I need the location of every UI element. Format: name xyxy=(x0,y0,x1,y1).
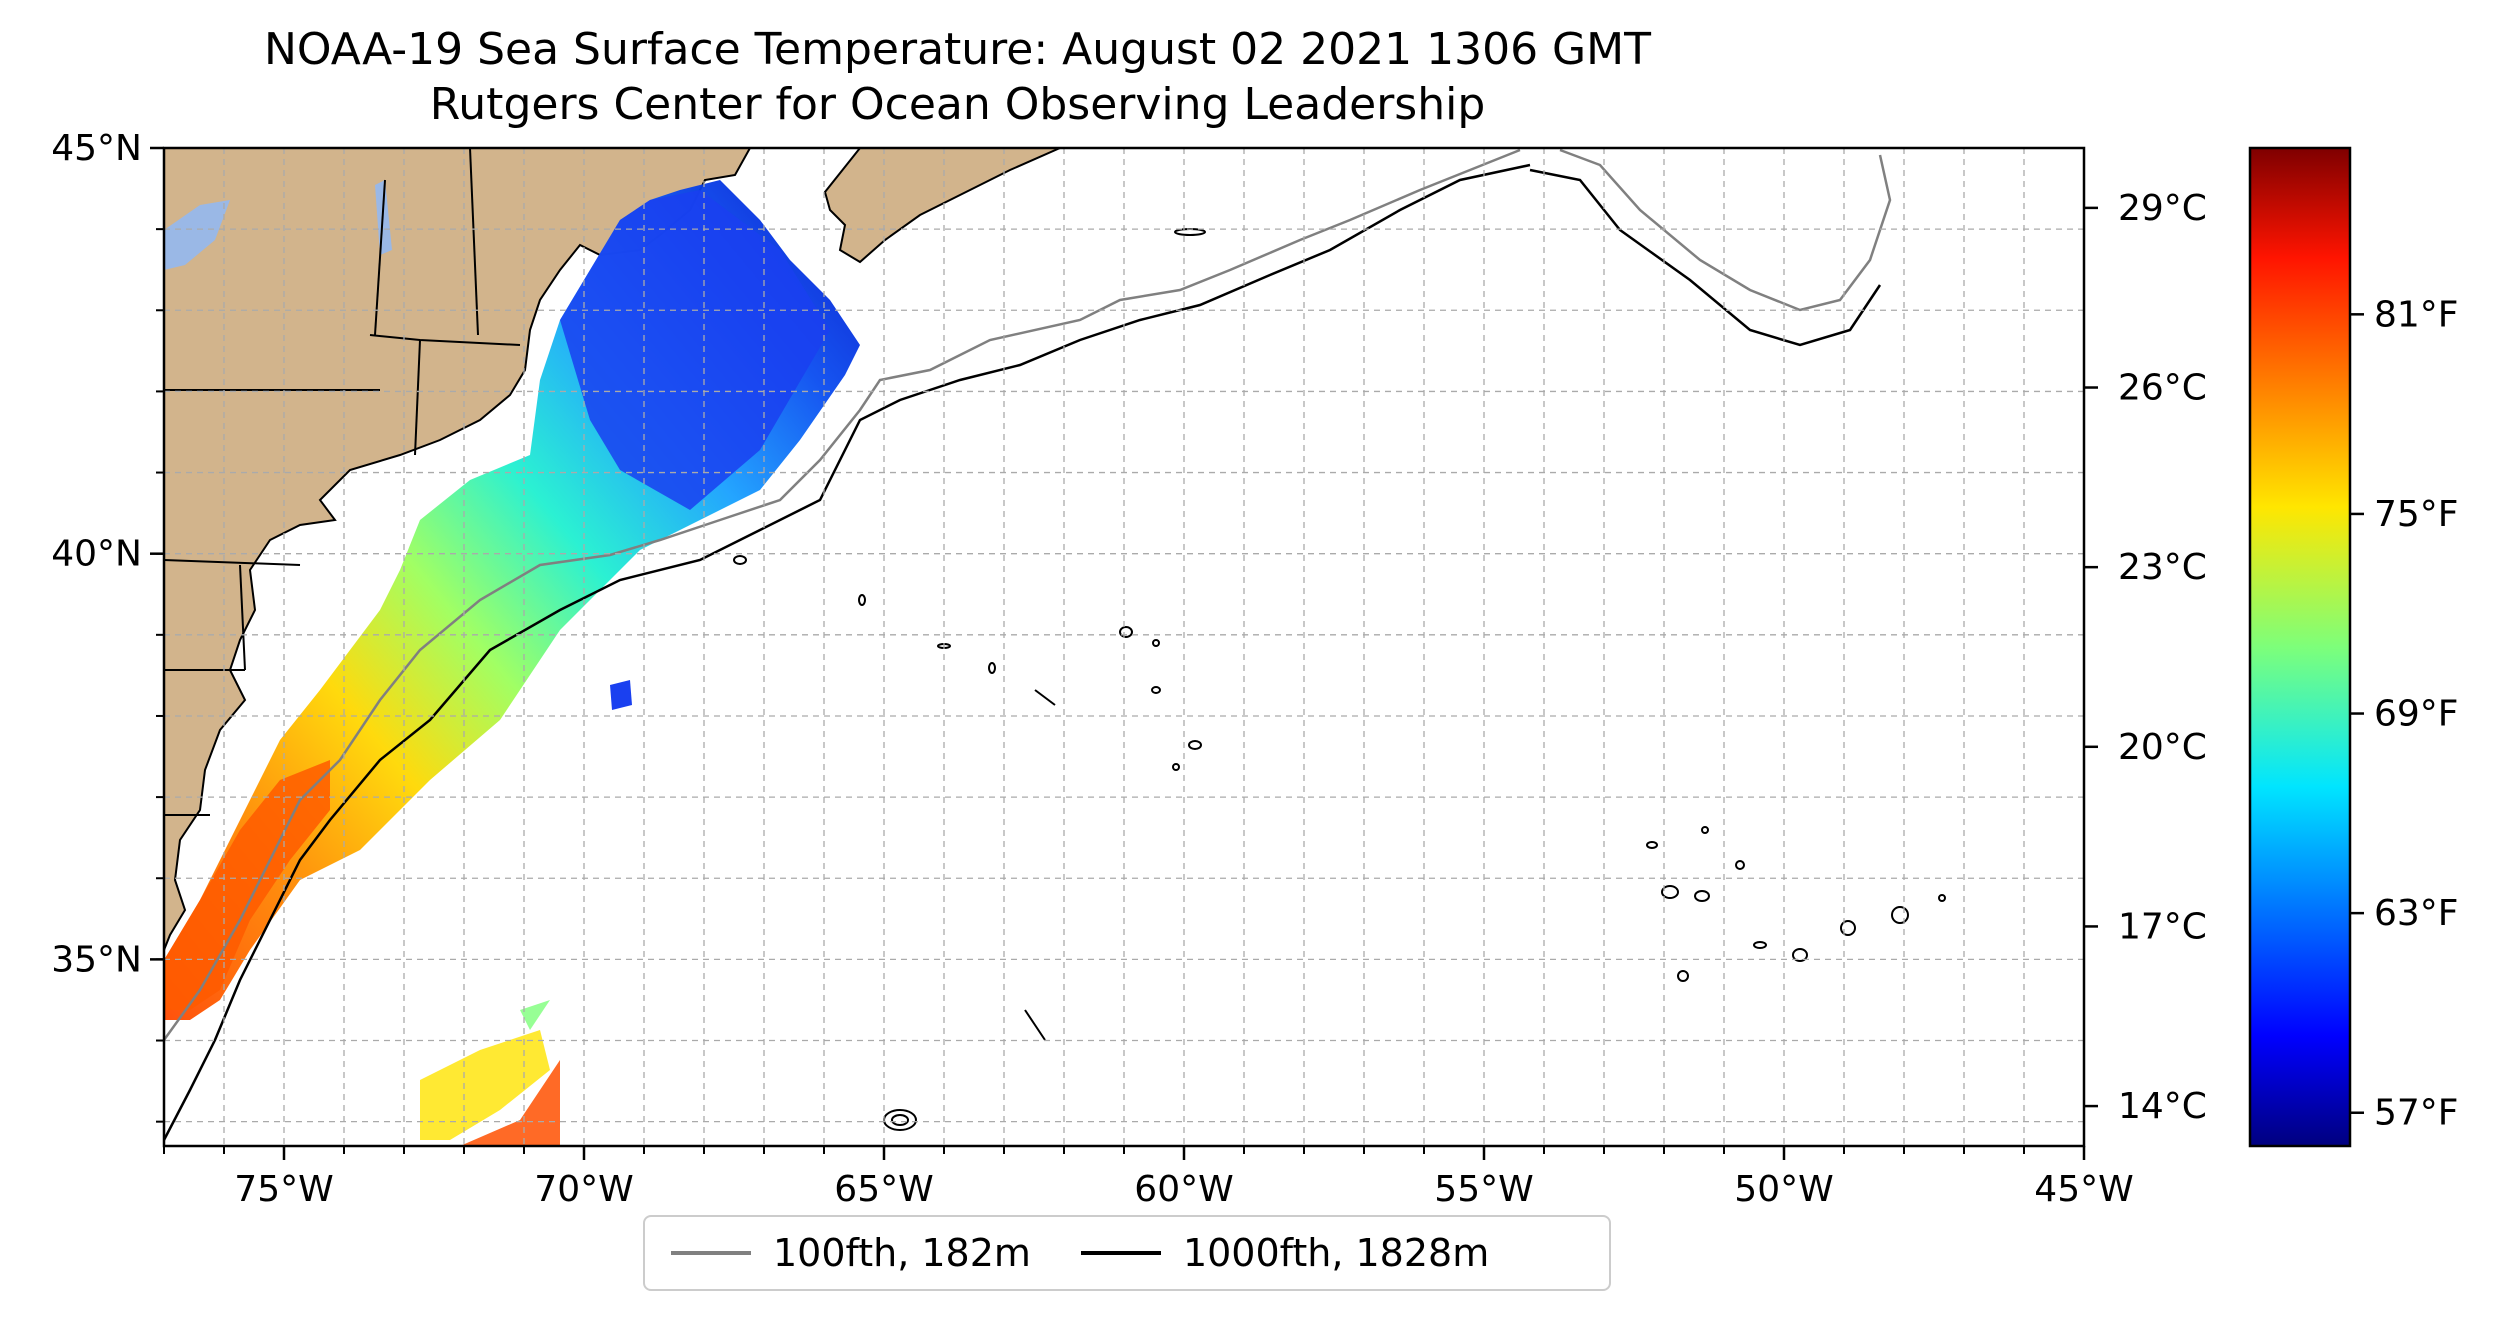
x-tick-label: 55°W xyxy=(1434,1169,1533,1210)
legend-item-100fth: 100fth, 182m xyxy=(671,1231,1031,1275)
legend-label-1000fth: 1000fth, 1828m xyxy=(1182,1231,1490,1275)
colorbar xyxy=(2248,146,2352,1148)
x-tick-label: 75°W xyxy=(234,1169,333,1210)
map-layers xyxy=(164,148,2084,1146)
colorbar-c-label: 29°C xyxy=(2118,188,2207,229)
y-tick-label: 40°N xyxy=(51,534,142,575)
colorbar-c-label: 17°C xyxy=(2118,906,2207,947)
x-tick-label: 65°W xyxy=(834,1169,933,1210)
x-tick-label: 60°W xyxy=(1134,1169,1233,1210)
colorbar-f-label: 69°F xyxy=(2374,694,2459,735)
colorbar-f-label: 75°F xyxy=(2374,494,2459,535)
legend-swatch-1000fth xyxy=(1080,1251,1161,1255)
lake xyxy=(164,200,230,270)
colorbar-f-label: 63°F xyxy=(2374,893,2459,934)
state-borders xyxy=(164,148,521,816)
axis-ticks: 75°W 70°W 65°W 60°W 55°W 50°W 45°W 45°N 40°N 35°N xyxy=(51,128,2133,1210)
colorbar-c-label: 14°C xyxy=(2118,1086,2207,1127)
colorbar-f-label: 81°F xyxy=(2374,294,2459,335)
figure-title: NOAA-19 Sea Surface Temperature: August … xyxy=(264,24,1651,75)
y-tick-label: 45°N xyxy=(51,128,142,169)
colorbar-c-label: 23°C xyxy=(2118,547,2207,588)
contour-legend: 100fth, 182m 1000fth, 1828m xyxy=(643,1215,1611,1291)
legend-swatch-100fth xyxy=(671,1251,751,1255)
y-tick-label: 35°N xyxy=(51,939,142,980)
x-tick-label: 50°W xyxy=(1734,1169,1833,1210)
colorbar-c-label: 26°C xyxy=(2118,368,2207,409)
seamounts xyxy=(733,228,1946,1131)
legend-label-100fth: 100fth, 182m xyxy=(773,1231,1031,1275)
x-tick-label: 70°W xyxy=(534,1169,633,1210)
land-nova-scotia xyxy=(823,148,1061,264)
figure-subtitle: Rutgers Center for Ocean Observing Leade… xyxy=(429,79,1486,130)
grid-lines xyxy=(164,148,2084,1146)
contour-1000fth xyxy=(164,163,1882,1141)
legend-item-1000fth: 1000fth, 1828m xyxy=(1080,1231,1490,1275)
contour-100fth xyxy=(164,148,1892,1041)
colorbar-c-label: 20°C xyxy=(2118,727,2207,768)
x-tick-label: 45°W xyxy=(2034,1169,2133,1210)
colorbar-ticks: 81°F 75°F 69°F 63°F 57°F 29°C 26°C 23°C 20°C 17°C… xyxy=(2084,188,2459,1134)
colorbar-f-label: 57°F xyxy=(2374,1093,2459,1134)
